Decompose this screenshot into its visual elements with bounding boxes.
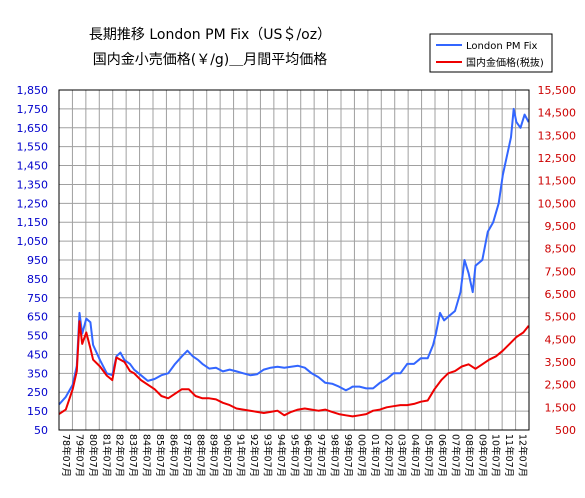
legend: London PM Fix 国内金価格(税抜)	[429, 33, 553, 73]
x-tick-label: 92年07月	[248, 434, 260, 477]
y-left-tick-label: 950	[27, 254, 48, 267]
y-axis-right: 15,500 14,500 13,500 12,500 11,500 10,500 9,50…	[538, 84, 577, 437]
y-left-tick-label: 1,250	[17, 197, 49, 210]
x-tick-label: 80年07月	[87, 434, 99, 477]
y-left-tick-label: 750	[27, 292, 48, 305]
x-tick-label: 84年07月	[141, 434, 153, 477]
x-tick-label: 94年07月	[275, 434, 287, 477]
y-right-tick-label: 10,500	[538, 197, 577, 210]
x-tick-label: 01年07月	[369, 434, 381, 477]
y-left-tick-label: 1,350	[17, 178, 49, 191]
x-tick-label: 02年07月	[382, 434, 394, 477]
x-tick-label: 05年07月	[423, 434, 435, 477]
y-left-tick-label: 1,450	[17, 160, 49, 173]
y-left-tick-label: 150	[27, 405, 48, 418]
y-right-tick-label: 6,500	[545, 288, 577, 301]
series-line-london-pm-fix	[58, 107, 530, 406]
y-right-tick-label: 3,500	[545, 356, 577, 369]
series-lines	[58, 107, 530, 418]
chart-title-line-2: 国内金小売価格(￥/g)＿月間平均価格	[93, 52, 328, 68]
x-tick-label: 87年07月	[181, 434, 193, 477]
y-right-tick-label: 5,500	[545, 311, 577, 324]
chart-title-line-1: 長期推移 London PM Fix（US＄/oz）	[89, 27, 331, 43]
x-tick-label: 10年07月	[490, 434, 502, 477]
x-tick-label: 08年07月	[463, 434, 475, 477]
y-left-tick-label: 1,550	[17, 141, 49, 154]
y-right-tick-label: 7,500	[545, 265, 577, 278]
x-tick-label: 95年07月	[288, 434, 300, 477]
y-left-tick-label: 1,050	[17, 235, 49, 248]
x-tick-label: 12年07月	[517, 434, 529, 477]
y-right-tick-label: 14,500	[538, 107, 577, 120]
y-right-tick-label: 11,500	[538, 175, 577, 188]
y-left-tick-label: 50	[34, 424, 48, 437]
x-tick-label: 89年07月	[208, 434, 220, 477]
y-right-tick-label: 15,500	[538, 84, 577, 97]
y-left-tick-label: 350	[27, 367, 48, 380]
x-tick-label: 00年07月	[355, 434, 367, 477]
x-tick-label: 06年07月	[436, 434, 448, 477]
plot-border	[58, 89, 530, 431]
x-tick-label: 91年07月	[235, 434, 247, 477]
y-left-tick-label: 1,750	[17, 103, 49, 116]
y-right-tick-label: 12,500	[538, 152, 577, 165]
x-tick-label: 85年07月	[154, 434, 166, 477]
y-left-tick-label: 1,150	[17, 216, 49, 229]
y-left-tick-label: 250	[27, 386, 48, 399]
y-right-tick-label: 8,500	[545, 243, 577, 256]
y-right-tick-label: 2,500	[545, 379, 577, 392]
x-tick-label: 04年07月	[409, 434, 421, 477]
x-tick-label: 99年07月	[342, 434, 354, 477]
y-left-tick-label: 550	[27, 330, 48, 343]
y-right-tick-label: 4,500	[545, 333, 577, 346]
y-right-tick-label: 9,500	[545, 220, 577, 233]
x-tick-label: 88年07月	[194, 434, 206, 477]
y-left-tick-label: 1,850	[17, 84, 49, 97]
y-left-tick-label: 650	[27, 311, 48, 324]
x-tick-label: 86年07月	[167, 434, 179, 477]
x-tick-label: 93年07月	[261, 434, 273, 477]
y-right-tick-label: 500	[555, 424, 576, 437]
x-tick-label: 98年07月	[329, 434, 341, 477]
legend-box	[429, 33, 553, 73]
x-tick-label: 96年07月	[302, 434, 314, 477]
y-axis-left: 1,850 1,750 1,650 1,550 1,450 1,350 1,250 1,150…	[17, 84, 49, 437]
y-left-tick-label: 450	[27, 348, 48, 361]
x-axis: 78年07月 79年07月 80年07月 81年07月 82年07月 83年07月 84年0…	[60, 434, 529, 477]
x-tick-label: 09年07月	[476, 434, 488, 477]
x-tick-label: 90年07月	[221, 434, 233, 477]
x-tick-label: 81年07月	[100, 434, 112, 477]
x-tick-label: 83年07月	[127, 434, 139, 477]
x-tick-label: 97年07月	[315, 434, 327, 477]
x-tick-label: 79年07月	[73, 434, 85, 477]
y-right-tick-label: 13,500	[538, 129, 577, 142]
y-left-tick-label: 850	[27, 273, 48, 286]
series-line-domestic-gold	[58, 320, 530, 418]
x-tick-label: 11年07月	[503, 434, 515, 477]
legend-label-london: London PM Fix	[466, 41, 537, 52]
x-tick-label: 78年07月	[60, 434, 72, 477]
y-left-tick-label: 1,650	[17, 122, 49, 135]
x-tick-label: 03年07月	[396, 434, 408, 477]
legend-label-domestic: 国内金価格(税抜)	[466, 56, 544, 69]
x-tick-label: 07年07月	[449, 434, 461, 477]
x-tick-label: 82年07月	[114, 434, 126, 477]
y-right-tick-label: 1,500	[545, 401, 577, 414]
